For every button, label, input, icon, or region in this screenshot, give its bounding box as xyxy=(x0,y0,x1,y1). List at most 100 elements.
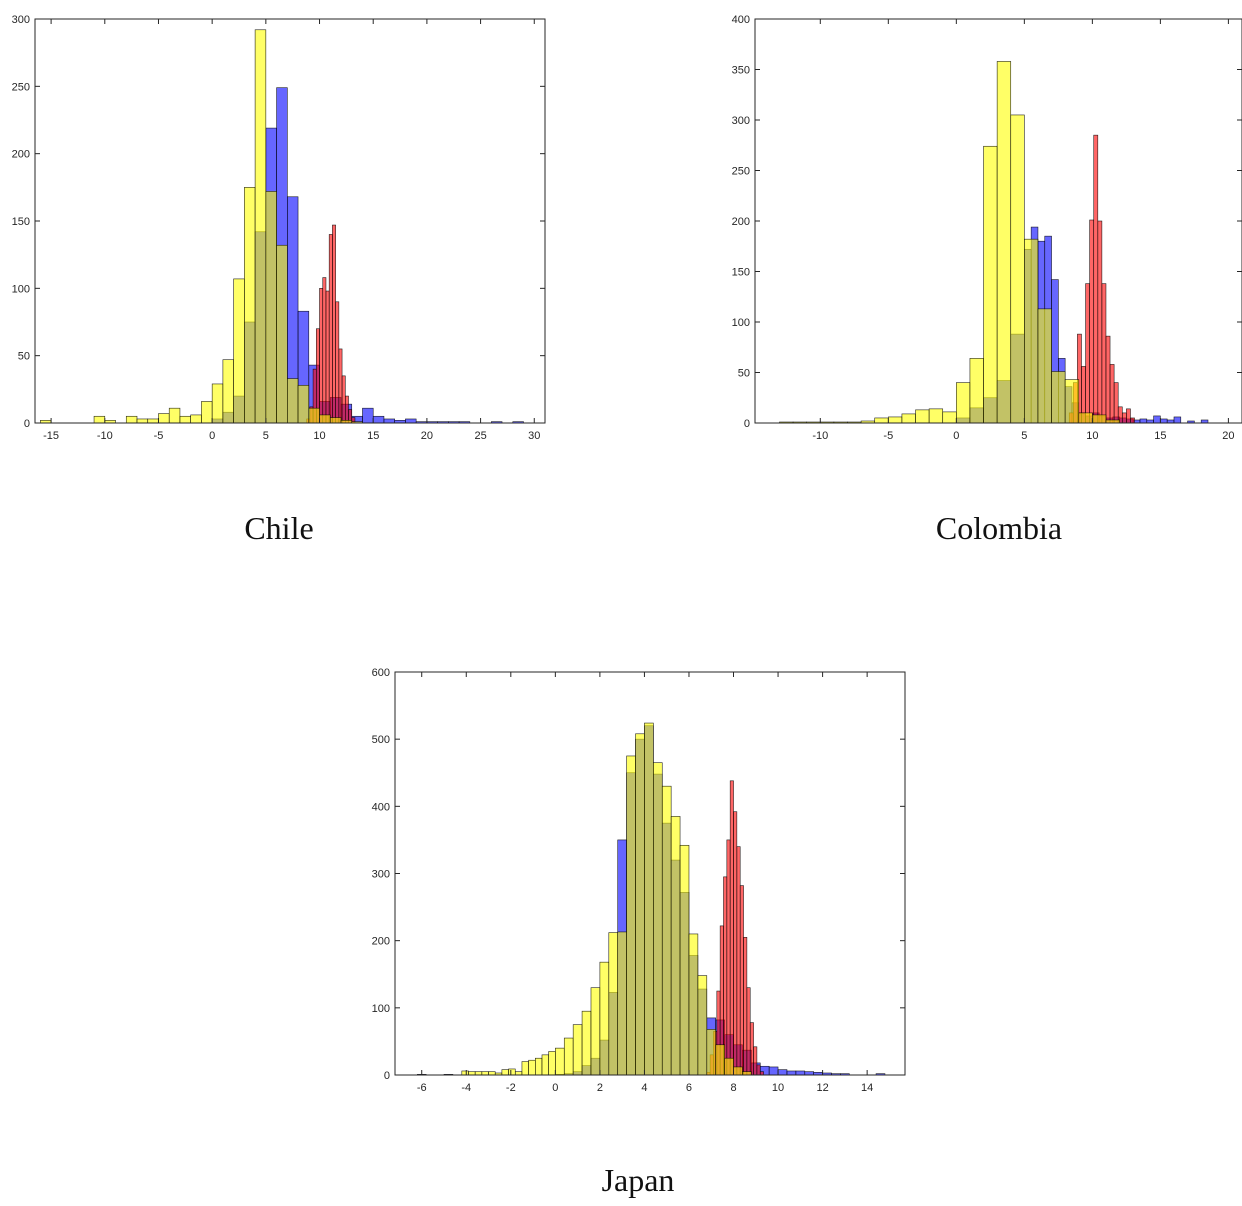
blue-bar xyxy=(768,1066,779,1075)
red-bar xyxy=(1089,219,1095,423)
yellow-bar xyxy=(468,1071,476,1075)
yellow-bar xyxy=(563,1037,574,1075)
yellow-bar xyxy=(548,1051,556,1075)
yellow-bar xyxy=(1024,238,1039,423)
yellow-bar xyxy=(608,932,619,1075)
x-tick-label: 10 xyxy=(313,430,325,442)
yellow-bar xyxy=(555,1047,565,1075)
y-tick-label: 300 xyxy=(732,115,750,127)
red-bar xyxy=(319,288,324,423)
x-tick-label: -15 xyxy=(43,430,59,442)
blue-bar xyxy=(777,1069,788,1075)
yellow-bar xyxy=(297,384,310,423)
x-tick-label: -6 xyxy=(417,1082,427,1094)
blue-bar xyxy=(875,1073,886,1075)
yellow-bar xyxy=(996,61,1012,423)
x-tick-label: 10 xyxy=(772,1082,784,1094)
yellow-bar xyxy=(635,733,645,1075)
red-bar xyxy=(341,375,346,423)
yellow-bar xyxy=(136,418,149,423)
y-tick-label: 600 xyxy=(372,667,390,679)
blue-bar xyxy=(1153,415,1161,423)
bars-group xyxy=(40,29,524,423)
y-tick-label: 150 xyxy=(12,216,30,228)
x-tick-label: 6 xyxy=(686,1082,692,1094)
yellow-bar xyxy=(679,844,690,1075)
yellow-bar xyxy=(474,1071,483,1075)
yellow-bar xyxy=(508,1068,516,1075)
red-bar xyxy=(1085,283,1090,423)
yellow-bar xyxy=(915,409,930,423)
red-bar xyxy=(736,846,741,1075)
yellow-bar xyxy=(528,1059,536,1075)
yellow-bar xyxy=(888,416,903,423)
x-tick-label: -2 xyxy=(506,1082,516,1094)
yellow-bar xyxy=(179,415,191,423)
x-tick-label: 5 xyxy=(263,430,269,442)
red-bar xyxy=(328,234,333,423)
y-tick-label: 250 xyxy=(732,166,750,178)
yellow-bar xyxy=(1037,308,1052,423)
red-bar xyxy=(739,885,744,1075)
bars-group xyxy=(416,722,886,1075)
yellow-bar xyxy=(983,145,998,423)
x-tick-label: 15 xyxy=(1154,430,1166,442)
red-bar xyxy=(332,224,336,423)
y-tick-label: 300 xyxy=(12,14,30,26)
yellow-bar xyxy=(581,1010,592,1075)
yellow-bar xyxy=(1105,419,1120,423)
yellow-bar xyxy=(626,755,636,1075)
yellow-bar xyxy=(661,785,672,1075)
y-tick-label: 300 xyxy=(372,869,390,881)
red-bar xyxy=(1113,382,1119,423)
chart-chile: 0 50 100 150 200 250 300 -15 -10 -5 0 5 10 15 20 25 30 xyxy=(12,14,546,442)
yellow-bar xyxy=(461,1070,469,1075)
chart-japan: 0 100 200 300 400 500 600 -6 -4 -2 0 2 4 6 8 10 12 14 xyxy=(372,667,906,1094)
yellow-bar xyxy=(715,1044,725,1075)
blue-bar xyxy=(383,418,395,423)
y-tick-label: 250 xyxy=(12,81,30,93)
yellow-bar xyxy=(158,413,170,423)
yellow-bar xyxy=(742,1071,752,1075)
yellow-bar xyxy=(724,1057,734,1075)
yellow-bar xyxy=(535,1057,543,1075)
red-bar xyxy=(335,301,340,423)
x-tick-label: 30 xyxy=(528,430,540,442)
x-tick-label: 20 xyxy=(1222,430,1234,442)
red-bar xyxy=(753,1046,758,1075)
blue-bar xyxy=(804,1071,814,1075)
yellow-bar xyxy=(308,407,320,423)
yellow-bar xyxy=(93,415,106,423)
x-tick-label: 2 xyxy=(597,1082,603,1094)
yellow-bar xyxy=(287,378,299,423)
x-tick-label: -5 xyxy=(154,430,164,442)
blue-bar xyxy=(786,1070,797,1075)
red-bar xyxy=(1130,417,1135,423)
y-tick-label: 0 xyxy=(384,1070,390,1082)
red-bar xyxy=(338,348,343,423)
y-tick-label: 200 xyxy=(12,149,30,161)
blue-bar xyxy=(1187,420,1195,423)
red-bar xyxy=(759,1071,764,1075)
blue-bar xyxy=(1139,418,1148,423)
y-tick-label: 400 xyxy=(732,14,750,26)
y-tick-label: 0 xyxy=(744,418,750,430)
yellow-bar xyxy=(590,987,601,1075)
yellow-bar xyxy=(244,187,256,423)
yellow-bar xyxy=(969,358,984,423)
red-bar xyxy=(344,395,349,423)
y-tick-label: 350 xyxy=(732,65,750,77)
yellow-bar xyxy=(201,401,213,423)
yellow-bar xyxy=(1051,371,1066,423)
yellow-bar xyxy=(901,413,916,423)
yellow-bar xyxy=(572,1024,583,1075)
yellow-bar xyxy=(329,417,342,423)
red-bar xyxy=(756,1064,761,1075)
yellow-bar xyxy=(874,417,889,423)
yellow-bar xyxy=(956,382,971,423)
y-tick-label: 500 xyxy=(372,734,390,746)
y-tick-label: 50 xyxy=(738,368,750,380)
yellow-bar xyxy=(644,722,654,1075)
red-bar xyxy=(746,987,751,1075)
x-tick-label: 0 xyxy=(953,430,959,442)
